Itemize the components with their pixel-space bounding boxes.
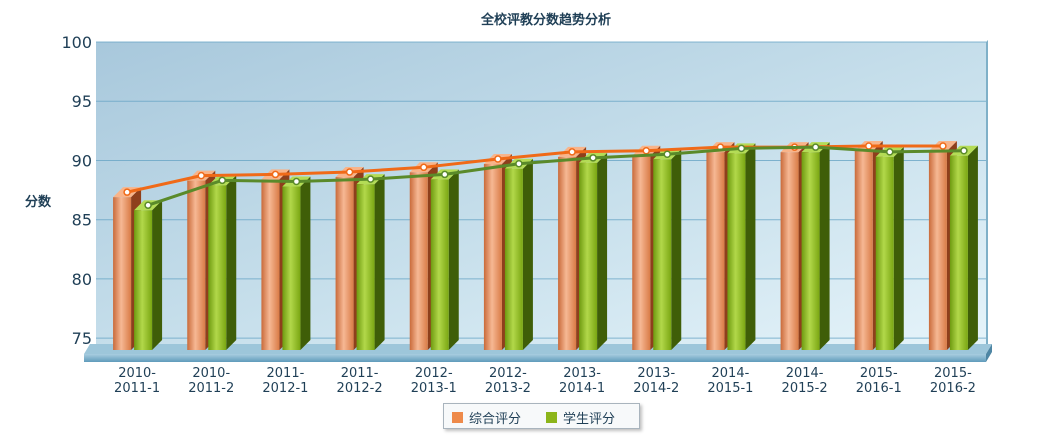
point-student xyxy=(663,150,671,159)
bar-composite xyxy=(113,197,132,350)
bar-student-side xyxy=(597,152,608,350)
bar-composite xyxy=(706,152,725,350)
point-student xyxy=(144,201,152,209)
x-tick-label: 2015-2016-2 xyxy=(930,366,976,396)
floor-top xyxy=(84,344,992,354)
x-tick-label: 2013-2014-2 xyxy=(633,366,679,396)
x-tick-label: 2011-2012-1 xyxy=(262,366,308,396)
bar-student xyxy=(430,179,449,350)
x-tick-label: 2012-2013-2 xyxy=(485,366,531,396)
bar-composite xyxy=(335,177,354,350)
bar-student-side xyxy=(522,158,533,350)
legend-item-composite[interactable]: 综合评分 xyxy=(452,409,522,427)
legend-label-composite: 综合评分 xyxy=(469,411,522,427)
bar-student-side xyxy=(226,175,237,350)
legend-swatch-student xyxy=(546,411,557,423)
plot-background xyxy=(96,42,986,350)
point-student xyxy=(589,154,597,162)
bar-student xyxy=(356,184,375,350)
point-student xyxy=(441,170,449,179)
bar-student xyxy=(282,186,301,350)
bar-student xyxy=(727,153,746,350)
bar-student-side xyxy=(448,169,459,350)
bar-composite xyxy=(261,179,280,350)
legend-item-student[interactable]: 学生评分 xyxy=(546,409,616,427)
x-tick-label: 2010-2011-1 xyxy=(114,366,160,396)
bar-student-side xyxy=(745,143,756,350)
floor-side xyxy=(986,344,992,362)
y-tick-label: 80 xyxy=(72,270,92,289)
y-tick-label: 100 xyxy=(61,33,92,52)
x-tick-label: 2012-2013-1 xyxy=(411,366,457,396)
legend: 综合评分 学生评分 xyxy=(443,403,640,429)
y-axis-label: 分数 xyxy=(25,194,52,210)
point-composite xyxy=(865,142,873,150)
bar-composite xyxy=(409,172,428,350)
x-tick-label: 2014-2015-1 xyxy=(707,366,753,396)
bar-composite xyxy=(928,150,947,350)
bar-student xyxy=(875,156,894,350)
bar-composite xyxy=(780,152,799,350)
bar-composite xyxy=(632,155,651,350)
bar-student-side xyxy=(819,142,830,350)
x-tick-label: 2011-2012-2 xyxy=(337,366,383,396)
bar-student xyxy=(653,159,672,350)
bar-composite xyxy=(187,180,206,350)
point-student xyxy=(218,176,226,185)
x-tick-label: 2015-2016-1 xyxy=(856,366,902,396)
point-composite xyxy=(568,148,576,156)
bar-student xyxy=(579,162,598,350)
point-composite xyxy=(123,188,131,196)
bar-student-side xyxy=(671,149,682,350)
bar-student-side xyxy=(374,174,385,350)
point-student xyxy=(292,177,301,186)
point-student xyxy=(811,143,820,151)
y-tick-label: 85 xyxy=(72,211,92,230)
point-composite xyxy=(642,146,650,155)
bar-student xyxy=(801,152,820,350)
bar-student xyxy=(504,168,523,350)
floor-front xyxy=(84,354,986,362)
bar-student-side xyxy=(967,145,978,350)
point-student xyxy=(515,160,523,168)
bar-composite xyxy=(483,164,502,350)
point-composite xyxy=(420,163,428,172)
point-student xyxy=(737,144,746,153)
legend-swatch-composite xyxy=(452,411,463,423)
bar-composite xyxy=(558,156,577,350)
bar-student-side xyxy=(893,146,904,350)
point-composite xyxy=(939,142,947,150)
point-student xyxy=(886,148,894,156)
chart-title: 全校评教分数趋势分析 xyxy=(480,12,611,28)
line-student xyxy=(147,145,964,207)
x-tick-label: 2013-2014-1 xyxy=(559,366,605,396)
bar-student xyxy=(208,185,227,350)
point-composite xyxy=(271,170,280,179)
legend-label-student: 学生评分 xyxy=(563,411,616,427)
y-tick-label: 90 xyxy=(72,151,92,170)
point-student xyxy=(366,175,375,183)
x-tick-label: 2014-2015-2 xyxy=(782,366,828,396)
bar-student-side xyxy=(300,176,311,350)
point-composite xyxy=(494,155,502,163)
point-composite xyxy=(197,171,205,180)
bar-student xyxy=(134,210,153,350)
bar-student xyxy=(949,155,968,350)
point-student xyxy=(960,146,968,155)
y-tick-label: 75 xyxy=(72,329,92,348)
plot-right-wall xyxy=(986,40,988,350)
x-tick-label: 2010-2011-2 xyxy=(188,366,234,396)
y-tick-label: 95 xyxy=(72,92,92,111)
bar-student-side xyxy=(152,200,163,350)
bar-composite xyxy=(854,150,873,350)
point-composite xyxy=(345,168,354,176)
